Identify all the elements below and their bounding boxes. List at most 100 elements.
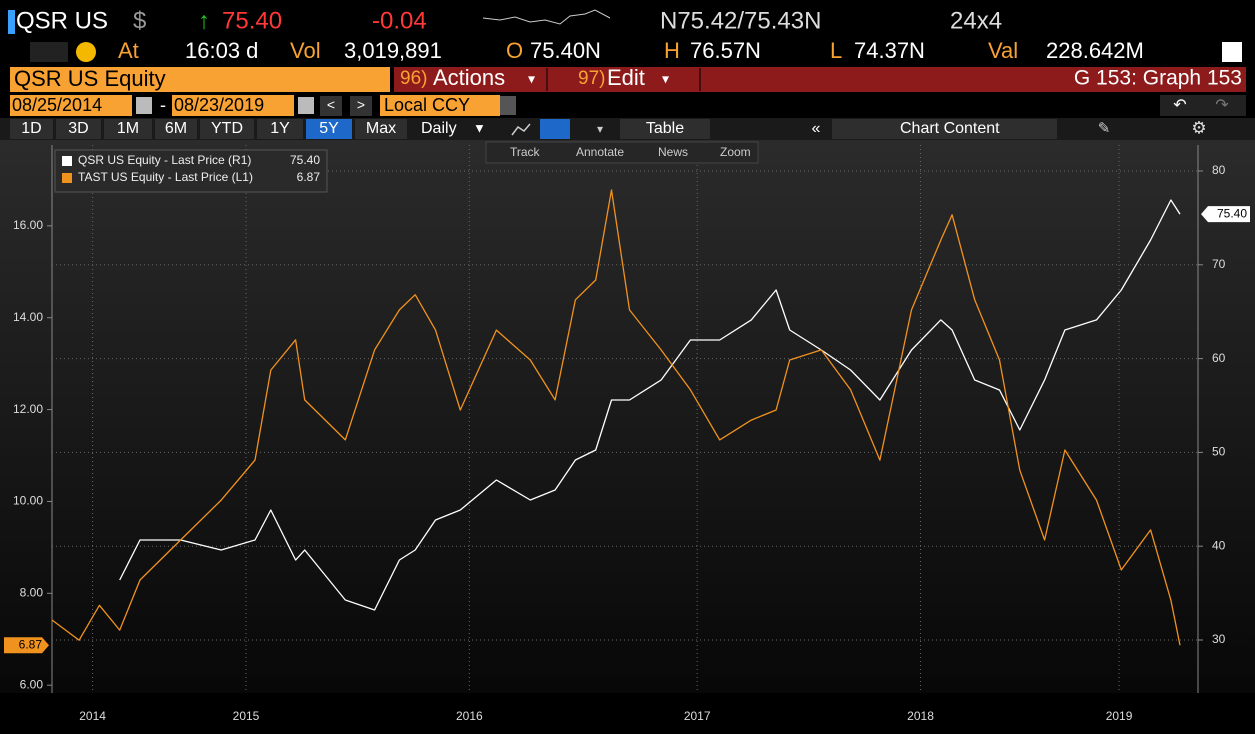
- x-tick-label: 2016: [456, 709, 483, 723]
- period-button[interactable]: [56, 119, 101, 139]
- y-tick-label: 10.00: [13, 494, 43, 508]
- collapse-icon[interactable]: «: [812, 120, 821, 137]
- line-icon[interactable]: [511, 123, 531, 136]
- legend-value: 6.87: [297, 170, 321, 184]
- ccy-dropdown[interactable]: [500, 96, 516, 115]
- menu-bar: [394, 67, 1246, 92]
- stat-value: 74.37N: [854, 38, 925, 63]
- stat-label: Vol: [290, 38, 321, 63]
- end-date: 08/23/2019: [174, 95, 264, 115]
- stat-label: O: [506, 38, 523, 63]
- end-date-field[interactable]: [172, 95, 294, 116]
- chart-background: [0, 140, 1255, 734]
- ticker: QSR US: [16, 7, 108, 34]
- chart-content-button[interactable]: [832, 119, 1057, 139]
- prev-button[interactable]: [320, 96, 342, 116]
- undo-icon: ↶: [1173, 97, 1186, 114]
- y-tick-label: 6.00: [20, 677, 44, 691]
- caret: ▾: [662, 71, 669, 87]
- y2-tick-label: 60: [1212, 351, 1226, 365]
- stat-label: At: [118, 38, 139, 63]
- y2-tick-label: 70: [1212, 257, 1226, 271]
- price-line: [119, 199, 1181, 611]
- stat-value: 75.40N: [530, 38, 601, 63]
- y-tick-label: 12.00: [13, 402, 43, 416]
- caret: ▾: [528, 71, 535, 87]
- actions[interactable]: Actions: [433, 65, 505, 90]
- actions-num: 96): [400, 68, 427, 89]
- chart-tool[interactable]: Track: [510, 145, 541, 159]
- calendar-icon[interactable]: [298, 97, 314, 114]
- price: 75.40: [222, 7, 282, 34]
- bar-icon[interactable]: [540, 119, 570, 139]
- next-button[interactable]: [350, 96, 372, 116]
- graph-name: G 153: Graph 153: [1074, 67, 1242, 90]
- chart-tool[interactable]: Annotate: [576, 145, 624, 159]
- bid-ask: N75.42/75.43N: [660, 7, 821, 34]
- period-button[interactable]: [10, 119, 53, 139]
- ccy-field[interactable]: [380, 95, 500, 116]
- exit-icon[interactable]: [1222, 42, 1242, 62]
- ccy: Local CCY: [384, 95, 470, 115]
- legend-label: QSR US Equity - Last Price (R1): [78, 153, 251, 167]
- start-date-field[interactable]: [10, 95, 132, 116]
- stat-value: 3,019,891: [344, 38, 442, 63]
- period-button[interactable]: [200, 119, 254, 139]
- y-tick-label: 14.00: [13, 310, 43, 324]
- frequency[interactable]: Daily: [421, 120, 457, 137]
- period-button[interactable]: [355, 119, 407, 139]
- sparkline: [482, 9, 611, 25]
- y-tick-label: 16.00: [13, 218, 43, 232]
- period-button[interactable]: [306, 119, 352, 139]
- last-price-label: 6.87: [19, 637, 43, 651]
- y2-tick-label: 40: [1212, 538, 1226, 552]
- size: 24x4: [950, 7, 1002, 34]
- period-button[interactable]: [257, 119, 303, 139]
- gauge-icon: [76, 42, 96, 62]
- period: YTD: [211, 120, 243, 137]
- edit[interactable]: Edit: [607, 65, 645, 90]
- cursor: [8, 10, 15, 34]
- x-tick-label: 2017: [684, 709, 711, 723]
- y2-tick-label: 80: [1212, 163, 1226, 177]
- undo-redo[interactable]: [1160, 95, 1246, 116]
- period-button[interactable]: [104, 119, 152, 139]
- settings-icon[interactable]: ⚙: [1191, 118, 1206, 137]
- up-arrow: ↑: [198, 7, 210, 34]
- chart-tool[interactable]: News: [658, 145, 688, 159]
- calendar-icon[interactable]: [136, 97, 152, 114]
- caret: ▼: [473, 120, 486, 135]
- last-price-tag: [1201, 206, 1250, 223]
- table: Table: [646, 120, 684, 137]
- legend: [54, 149, 328, 193]
- x-tick-label: 2018: [907, 709, 934, 723]
- security-field[interactable]: [10, 67, 390, 92]
- chart-tool[interactable]: Zoom: [720, 145, 751, 159]
- currency: $: [133, 7, 146, 34]
- period-button[interactable]: [155, 119, 197, 139]
- bars-icon: [30, 42, 68, 62]
- last-price-tag: [4, 637, 49, 654]
- x-tick-label: 2015: [233, 709, 260, 723]
- table-button[interactable]: [620, 119, 710, 139]
- caret: ▾: [597, 122, 603, 136]
- period: 1D: [21, 120, 41, 137]
- periods: 1D 3D 1M 6M YTD 1Y 5Y Max: [10, 119, 407, 139]
- stat-value: 228.642M: [1046, 38, 1144, 63]
- security: QSR US Equity: [14, 66, 166, 91]
- chart-tools: [485, 141, 759, 164]
- last-price-label: 75.40: [1217, 206, 1247, 220]
- edit-icon[interactable]: ✎: [1098, 120, 1111, 137]
- period: 3D: [68, 120, 88, 137]
- plot: 6.00 8.00 10.00 12.00 14.00 16.00 30 40 50 60 70 80…: [4, 145, 1250, 723]
- start-date: 08/25/2014: [12, 95, 102, 115]
- x-tick-label: 2019: [1106, 709, 1133, 723]
- period: 5Y: [319, 120, 339, 137]
- stat-value: 76.57N: [690, 38, 761, 63]
- period: 1Y: [270, 120, 290, 137]
- period: 1M: [117, 120, 139, 137]
- y-tick-label: 8.00: [20, 585, 44, 599]
- change: -0.04: [372, 7, 427, 34]
- date-dash: -: [160, 95, 166, 115]
